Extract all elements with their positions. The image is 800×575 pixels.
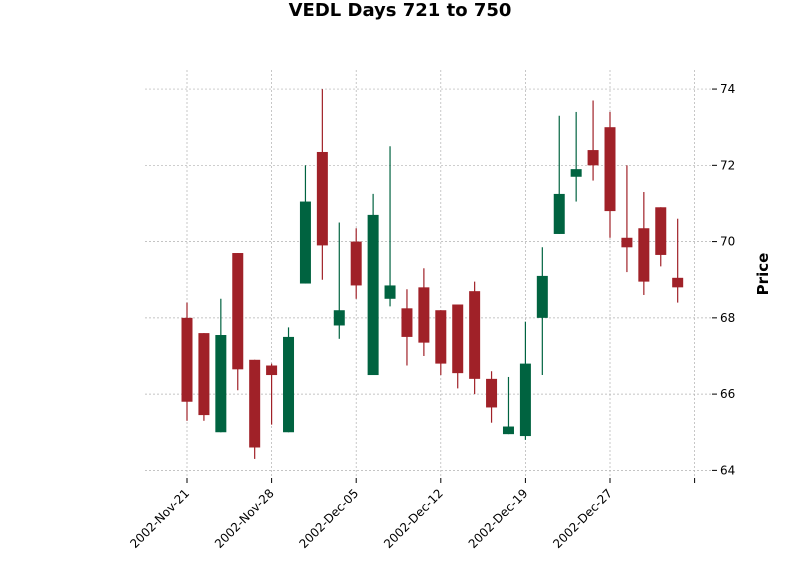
x-tick-label: 2002-Dec-12 bbox=[381, 486, 446, 551]
x-tick-label: 2002-Nov-21 bbox=[127, 486, 192, 551]
candle-down bbox=[469, 291, 481, 379]
candles bbox=[181, 89, 684, 459]
x-tick-label: 2002-Dec-27 bbox=[550, 486, 615, 551]
candle-up bbox=[283, 336, 295, 433]
candle-down bbox=[604, 127, 616, 212]
candle-up bbox=[333, 310, 345, 326]
x-tick-label: 2002-Dec-19 bbox=[466, 486, 531, 551]
chart-title: VEDL Days 721 to 750 bbox=[288, 0, 512, 21]
candle-down bbox=[672, 277, 684, 288]
candle-down bbox=[350, 241, 362, 286]
candle-down bbox=[435, 310, 447, 364]
candle-up bbox=[384, 285, 396, 299]
candle-down bbox=[655, 207, 667, 255]
candle-down bbox=[401, 308, 413, 337]
y-tick-label: 72 bbox=[720, 158, 735, 172]
x-tick-label: 2002-Nov-28 bbox=[212, 486, 277, 551]
candle-down bbox=[266, 365, 278, 376]
y-tick-label: 70 bbox=[720, 235, 735, 249]
candle-down bbox=[181, 317, 193, 402]
candle-up bbox=[570, 169, 582, 177]
x-tick-label: 2002-Dec-05 bbox=[296, 486, 361, 551]
candle-down bbox=[587, 150, 599, 166]
candle-down bbox=[638, 228, 650, 282]
candle-down bbox=[452, 304, 464, 374]
candle-up bbox=[536, 275, 548, 318]
y-tick-label: 66 bbox=[720, 387, 735, 401]
grid-lines bbox=[145, 70, 712, 478]
candle-down bbox=[418, 287, 430, 343]
candle-up bbox=[367, 214, 379, 376]
candle-up bbox=[215, 335, 227, 433]
candle-up bbox=[553, 193, 565, 234]
candle-down bbox=[316, 151, 328, 246]
y-tick-label: 68 bbox=[720, 311, 735, 325]
candle-down bbox=[232, 253, 244, 370]
axes: 64 66 68 70 72 74 2002-Nov-21 2002-Nov-28 2002-D… bbox=[127, 82, 735, 551]
candle-down bbox=[486, 378, 498, 408]
candle-down bbox=[249, 359, 261, 448]
y-tick-label: 64 bbox=[720, 463, 735, 477]
candle-down bbox=[621, 237, 633, 248]
candle-up bbox=[519, 363, 531, 437]
candle-down bbox=[198, 333, 210, 416]
candle-up bbox=[502, 426, 514, 435]
candle-up bbox=[299, 201, 311, 284]
y-tick-label: 74 bbox=[720, 82, 735, 96]
y-axis-label: Price bbox=[754, 253, 772, 296]
